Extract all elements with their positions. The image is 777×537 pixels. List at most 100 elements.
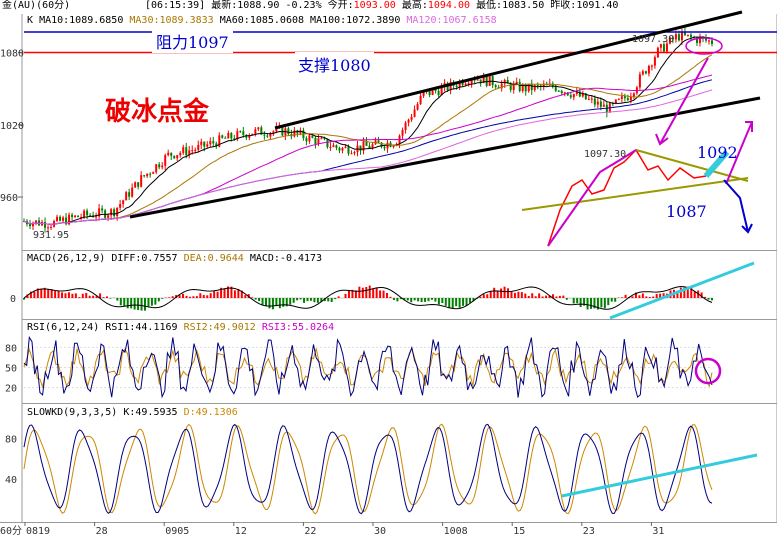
price-ytick-label: 960 [0, 193, 18, 204]
inset-wave-up [547, 149, 637, 247]
candle-body [128, 192, 131, 197]
macd-histogram-bar [607, 298, 610, 306]
macd-histogram-bar [507, 288, 510, 298]
macd-histogram-bar [251, 297, 254, 298]
macd-histogram-bar [541, 296, 544, 298]
macd-histogram-bar [351, 289, 354, 298]
candle-body [269, 133, 272, 137]
candle-body [110, 209, 113, 216]
legend-ma120: MA120:1067.6158 [406, 15, 497, 26]
macd-value: MACD:-0.4173 [249, 253, 323, 264]
candle-body [71, 214, 74, 217]
macd-histogram-bar [365, 286, 368, 298]
candle-body [536, 85, 539, 87]
macd-histogram-bar [413, 298, 416, 301]
macd-histogram-bar [26, 294, 29, 298]
macd-histogram-bar [375, 287, 378, 298]
candle-body [245, 134, 248, 138]
macd-histogram-bar [119, 298, 122, 306]
candle-body [413, 109, 416, 117]
high-value: 1094.00 [427, 0, 471, 11]
candle-body [404, 122, 407, 131]
candle-body [251, 133, 254, 136]
macd-histogram-bar [434, 298, 437, 302]
macd-histogram-bar [593, 298, 596, 309]
candle-body [353, 152, 356, 154]
candle-body [227, 132, 230, 139]
candle-body [161, 165, 164, 168]
macd-histogram-bar [417, 298, 420, 302]
macd-histogram-bar [233, 290, 236, 298]
macd-histogram-bar [638, 295, 641, 298]
candle-body [371, 144, 374, 149]
change-value: -0.23% [285, 0, 322, 11]
legend-ma30: MA30:1089.3833 [129, 15, 214, 26]
low-value: 1083.50 [502, 0, 545, 11]
candle-body [152, 172, 155, 174]
candle-body [89, 215, 92, 217]
candle-body [95, 216, 98, 218]
macd-histogram-bar [468, 298, 471, 303]
macd-histogram-bar [344, 293, 347, 298]
macd-histogram-bar [330, 298, 333, 303]
rsi-ytick-label: 20 [5, 384, 17, 395]
macd-histogram-bar [133, 298, 136, 310]
kd-legend: SLOWKD(9,3,3,5) K:49.5935 D:49.1306 [27, 407, 238, 419]
candle-body [35, 220, 38, 223]
candle-body [209, 141, 212, 145]
candle-body [458, 81, 461, 87]
macd-histogram-bar [534, 296, 537, 298]
chart-frame [0, 14, 777, 523]
candle-body [101, 208, 104, 211]
macd-histogram-bar [47, 289, 50, 298]
macd-histogram-bar [244, 295, 247, 298]
candle-body [287, 128, 290, 135]
macd-histogram-bar [126, 298, 129, 309]
macd-histogram-bar [285, 298, 288, 307]
candle-body [170, 152, 173, 156]
candle-body [416, 104, 419, 110]
symbol-label[interactable]: 金(AU)(60分) [2, 0, 71, 11]
macd-histogram-bar [427, 298, 430, 302]
candle-body [587, 98, 590, 100]
macd-histogram-bar [178, 295, 181, 298]
macd-histogram-bar [410, 298, 413, 303]
macd-histogram-bar [576, 298, 579, 304]
candle-body [686, 34, 689, 36]
macd-histogram-bar [216, 291, 219, 298]
candle-body [521, 84, 524, 92]
candle-body [131, 187, 134, 197]
breakdown-arrowhead [741, 223, 753, 234]
macd-histogram-bar [240, 290, 243, 298]
candle-body [212, 141, 215, 144]
macd-histogram-bar [424, 298, 427, 302]
prev-close-label: 昨收: [550, 0, 577, 11]
high-label: 最高: [401, 0, 428, 11]
candle-body [683, 31, 686, 36]
macd-histogram-bar [517, 291, 520, 298]
candle-body [257, 127, 260, 130]
macd-histogram-bar [458, 298, 461, 308]
candle-body [359, 145, 362, 151]
candle-body [638, 74, 641, 88]
candle-body [473, 79, 476, 81]
macd-histogram-bar [451, 298, 454, 309]
candle-body [554, 86, 557, 91]
macd-histogram-bar [531, 293, 534, 298]
macd-histogram-bar [465, 298, 468, 306]
macd-histogram-bar [85, 292, 88, 298]
candle-body [578, 91, 581, 97]
macd-histogram-bar [50, 289, 53, 298]
x-tick-label: 0905 [165, 526, 189, 537]
macd-name: MACD(26,12,9) [27, 253, 106, 264]
macd-histogram-bar [40, 289, 43, 298]
trend-channel-upper [274, 10, 743, 130]
candle-body [479, 79, 482, 84]
candle-body [194, 149, 197, 151]
rsi-legend: RSI(6,12,24) RSI1:44.1169 RSI2:49.9012 R… [27, 322, 334, 334]
macd-histogram-bar [140, 298, 143, 311]
macd-histogram-bar [78, 297, 81, 298]
candle-body [143, 175, 146, 177]
macd-histogram-bar [631, 296, 634, 298]
